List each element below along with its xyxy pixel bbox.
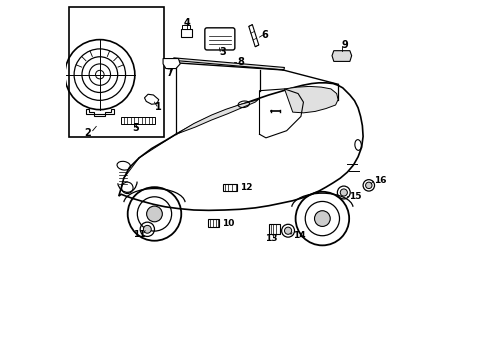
Text: 14: 14 [292, 231, 305, 240]
Circle shape [314, 211, 329, 226]
Bar [268, 224, 279, 234]
Text: 2: 2 [84, 128, 90, 138]
Bar [223, 184, 237, 192]
Polygon shape [176, 99, 259, 134]
Polygon shape [144, 94, 159, 104]
Bar [182, 25, 190, 29]
Polygon shape [85, 109, 114, 116]
Circle shape [340, 189, 346, 196]
Text: 13: 13 [264, 234, 277, 243]
Text: 7: 7 [166, 68, 172, 78]
Circle shape [365, 182, 371, 189]
Text: 1: 1 [154, 103, 161, 112]
Bar [207, 219, 219, 227]
Polygon shape [163, 59, 180, 68]
Text: 10: 10 [221, 219, 234, 228]
Circle shape [143, 225, 151, 233]
Polygon shape [284, 86, 337, 113]
Polygon shape [248, 24, 258, 47]
Text: 8: 8 [237, 58, 244, 67]
Polygon shape [119, 83, 363, 210]
Bar [121, 117, 155, 124]
Text: 6: 6 [261, 30, 268, 40]
Polygon shape [331, 51, 351, 62]
Polygon shape [173, 58, 284, 70]
Text: 9: 9 [341, 40, 347, 50]
FancyBboxPatch shape [204, 28, 234, 50]
Text: 4: 4 [183, 18, 190, 28]
Bar [181, 29, 191, 37]
Circle shape [146, 206, 162, 222]
Text: 16: 16 [373, 176, 386, 185]
Circle shape [284, 227, 291, 234]
Text: 11: 11 [133, 230, 145, 239]
Text: 3: 3 [219, 47, 226, 57]
Bar [69, 7, 164, 137]
Text: 15: 15 [348, 192, 361, 201]
Text: 5: 5 [132, 123, 139, 133]
Text: 12: 12 [240, 183, 252, 192]
